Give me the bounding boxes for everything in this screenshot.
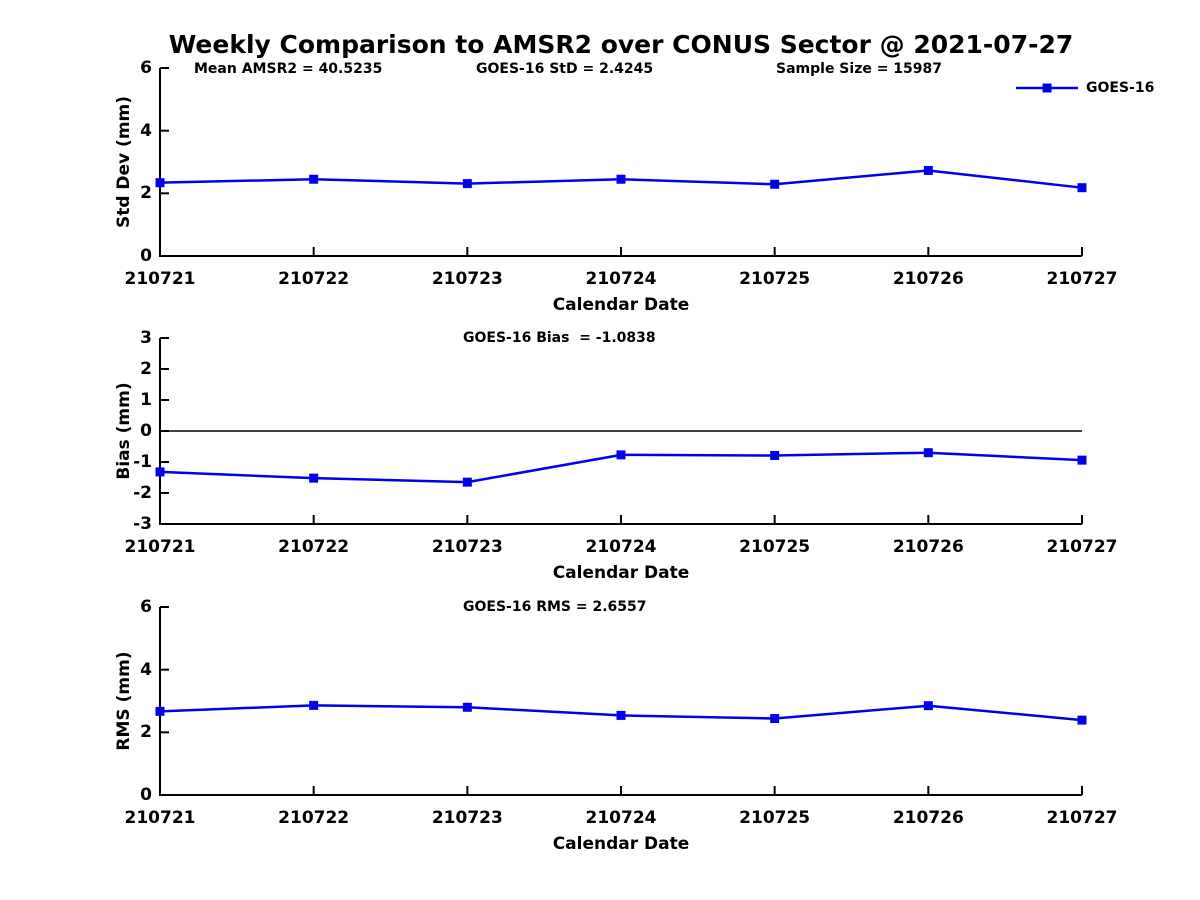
- y-tick-label: 0: [140, 421, 152, 441]
- data-point-marker: [155, 178, 165, 188]
- x-tick-label: 210722: [278, 808, 350, 828]
- data-point-marker: [462, 477, 472, 487]
- data-point-marker: [770, 450, 780, 460]
- x-tick-label: 210724: [585, 808, 657, 828]
- x-axis-label-std-dev: Calendar Date: [552, 295, 690, 315]
- x-tick-label: 210721: [124, 537, 196, 557]
- data-point-marker: [923, 701, 933, 711]
- x-tick-label: 210727: [1046, 537, 1118, 557]
- stat-annotation: GOES-16 RMS = 2.6557: [463, 599, 647, 615]
- x-tick-label: 210724: [585, 269, 657, 289]
- x-tick-label: 210723: [431, 808, 503, 828]
- stat-annotation: GOES-16 Bias = -1.0838: [463, 330, 656, 346]
- x-tick-label: 210722: [278, 269, 350, 289]
- y-tick-label: 4: [140, 120, 152, 141]
- x-tick-label: 210727: [1046, 808, 1118, 828]
- x-tick-label: 210727: [1046, 269, 1118, 289]
- y-tick-label: -2: [133, 483, 152, 503]
- chart-title: Weekly Comparison to AMSR2 over CONUS Se…: [168, 30, 1074, 59]
- data-point-marker: [616, 710, 626, 720]
- data-point-marker: [616, 174, 626, 184]
- y-tick-label: 2: [140, 722, 152, 743]
- stat-annotation: GOES-16 StD = 2.4245: [476, 61, 654, 77]
- data-point-marker: [462, 179, 472, 189]
- x-tick-label: 210723: [431, 537, 503, 557]
- data-point-marker: [1077, 715, 1087, 725]
- x-tick-label: 210726: [892, 537, 964, 557]
- data-point-marker: [923, 448, 933, 458]
- data-point-marker: [770, 714, 780, 724]
- y-axis-label-std-dev: Std Dev (mm): [114, 95, 134, 229]
- x-axis-label-rms: Calendar Date: [552, 834, 690, 854]
- data-point-marker: [462, 702, 472, 712]
- x-axis-label-bias: Calendar Date: [552, 563, 690, 583]
- x-tick-label: 210721: [124, 269, 196, 289]
- x-tick-label: 210725: [739, 537, 811, 557]
- data-point-marker: [309, 174, 319, 184]
- x-tick-label: 210725: [739, 269, 811, 289]
- data-point-marker: [309, 700, 319, 710]
- y-tick-label: 3: [140, 328, 152, 348]
- y-tick-label: -3: [133, 514, 152, 534]
- x-tick-label: 210722: [278, 537, 350, 557]
- data-point-marker: [923, 165, 933, 175]
- y-tick-label: 1: [140, 390, 152, 410]
- y-tick-label: 2: [140, 183, 152, 204]
- x-tick-label: 210726: [892, 808, 964, 828]
- stat-annotation: Sample Size = 15987: [776, 61, 943, 77]
- legend-marker-sample: [1042, 83, 1052, 93]
- data-point-marker: [155, 706, 165, 716]
- legend-label: GOES-16: [1086, 80, 1155, 96]
- data-point-marker: [1077, 183, 1087, 193]
- x-tick-label: 210724: [585, 537, 657, 557]
- data-point-marker: [616, 450, 626, 460]
- data-point-marker: [770, 179, 780, 189]
- y-tick-label: 0: [140, 785, 152, 805]
- x-tick-label: 210723: [431, 269, 503, 289]
- x-tick-label: 210726: [892, 269, 964, 289]
- data-point-marker: [309, 473, 319, 483]
- y-tick-label: 2: [140, 359, 152, 379]
- y-tick-label: 6: [140, 597, 152, 617]
- data-point-marker: [155, 467, 165, 477]
- x-tick-label: 210725: [739, 808, 811, 828]
- y-tick-label: 4: [140, 659, 152, 680]
- x-tick-label: 210721: [124, 808, 196, 828]
- y-tick-label: -1: [133, 452, 152, 472]
- stat-annotation: Mean AMSR2 = 40.5235: [194, 61, 383, 77]
- data-point-marker: [1077, 455, 1087, 465]
- y-tick-label: 0: [140, 246, 152, 266]
- y-tick-label: 6: [140, 58, 152, 78]
